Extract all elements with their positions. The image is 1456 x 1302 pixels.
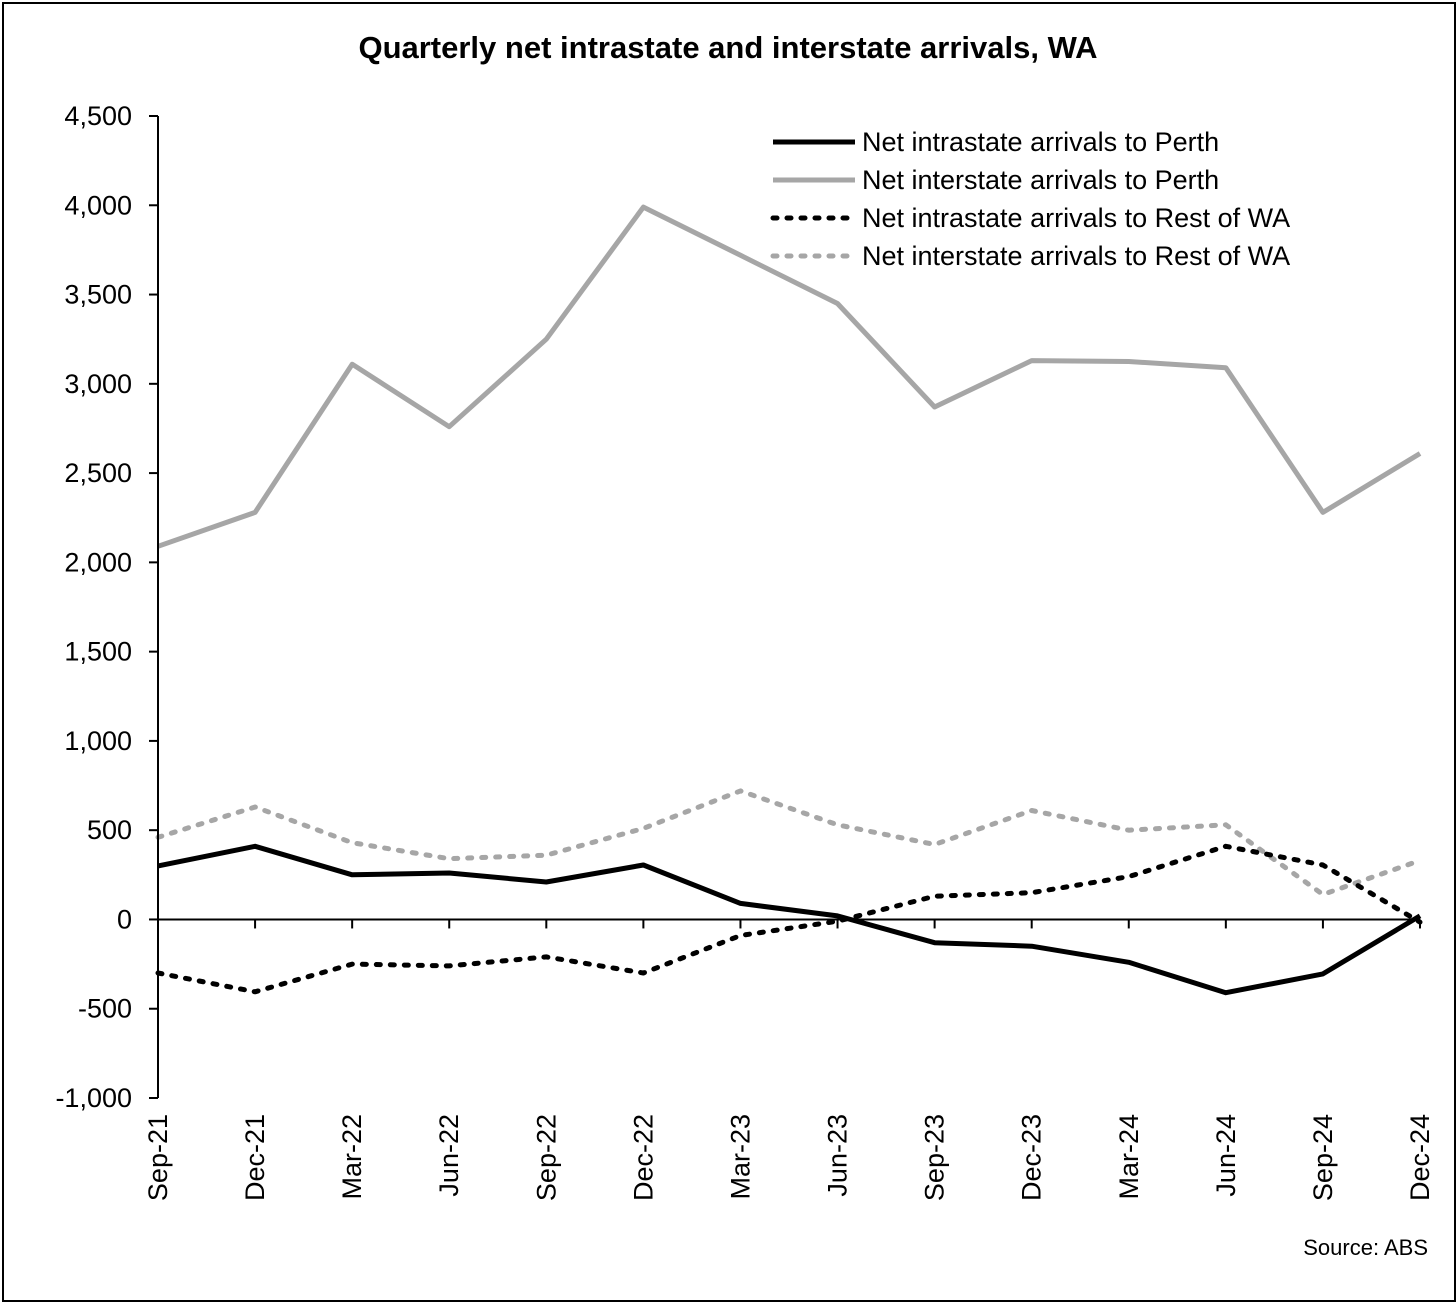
x-tick-label: Mar-22 bbox=[337, 1114, 367, 1200]
legend-label-1: Net intrastate arrivals to Perth bbox=[862, 127, 1219, 157]
x-tick-label: Sep-23 bbox=[920, 1114, 950, 1201]
legend-label-4: Net interstate arrivals to Rest of WA bbox=[862, 241, 1290, 271]
x-axis-ticks: Sep-21 Dec-21 Mar-22 Jun-22 Sep-22 Dec-22 Mar-… bbox=[143, 919, 1435, 1201]
y-tick-label: 2,500 bbox=[64, 458, 132, 488]
y-tick-label: 1,500 bbox=[64, 637, 132, 667]
x-tick-label: Jun-24 bbox=[1211, 1114, 1241, 1197]
y-tick-label: 500 bbox=[87, 815, 132, 845]
x-tick-label: Dec-21 bbox=[240, 1114, 270, 1201]
y-tick-label: 4,000 bbox=[64, 190, 132, 220]
series-layer bbox=[155, 204, 1423, 996]
y-tick-label: 1,000 bbox=[64, 726, 132, 756]
series-line-3 bbox=[155, 843, 1423, 995]
series-line-1 bbox=[157, 843, 1422, 996]
x-tick-label: Mar-24 bbox=[1114, 1114, 1144, 1200]
axes-layer bbox=[157, 116, 1420, 1098]
legend: Net intrastate arrivals to Perth Net inte… bbox=[770, 127, 1290, 271]
y-tick-label: -1,000 bbox=[55, 1083, 132, 1113]
y-tick-label: 3,500 bbox=[64, 280, 132, 310]
x-tick-label: Dec-23 bbox=[1017, 1114, 1047, 1201]
series-line-4 bbox=[155, 788, 1423, 897]
x-tick-label: Jun-23 bbox=[823, 1114, 853, 1197]
x-tick-label: Sep-21 bbox=[143, 1114, 173, 1201]
x-tick-label: Sep-24 bbox=[1308, 1114, 1338, 1201]
source-label: Source: ABS bbox=[1303, 1235, 1428, 1260]
y-axis-ticks: 4,500 4,000 3,500 3,000 2,500 2,000 1,500 1,000… bbox=[55, 101, 158, 1113]
y-tick-label: -500 bbox=[78, 994, 132, 1024]
legend-label-2: Net interstate arrivals to Perth bbox=[862, 165, 1219, 195]
legend-label-3: Net intrastate arrivals to Rest of WA bbox=[862, 203, 1290, 233]
series-line-2 bbox=[157, 204, 1422, 549]
x-tick-label: Mar-23 bbox=[725, 1114, 755, 1200]
y-tick-label: 4,500 bbox=[64, 101, 132, 131]
x-tick-label: Sep-22 bbox=[531, 1114, 561, 1201]
y-tick-label: 0 bbox=[117, 904, 132, 934]
x-tick-label: Jun-22 bbox=[434, 1114, 464, 1197]
y-tick-label: 2,000 bbox=[64, 547, 132, 577]
chart-title: Quarterly net intrastate and interstate … bbox=[358, 30, 1097, 65]
x-tick-label: Dec-24 bbox=[1405, 1114, 1435, 1201]
x-tick-label: Dec-22 bbox=[628, 1114, 658, 1201]
y-tick-label: 3,000 bbox=[64, 369, 132, 399]
